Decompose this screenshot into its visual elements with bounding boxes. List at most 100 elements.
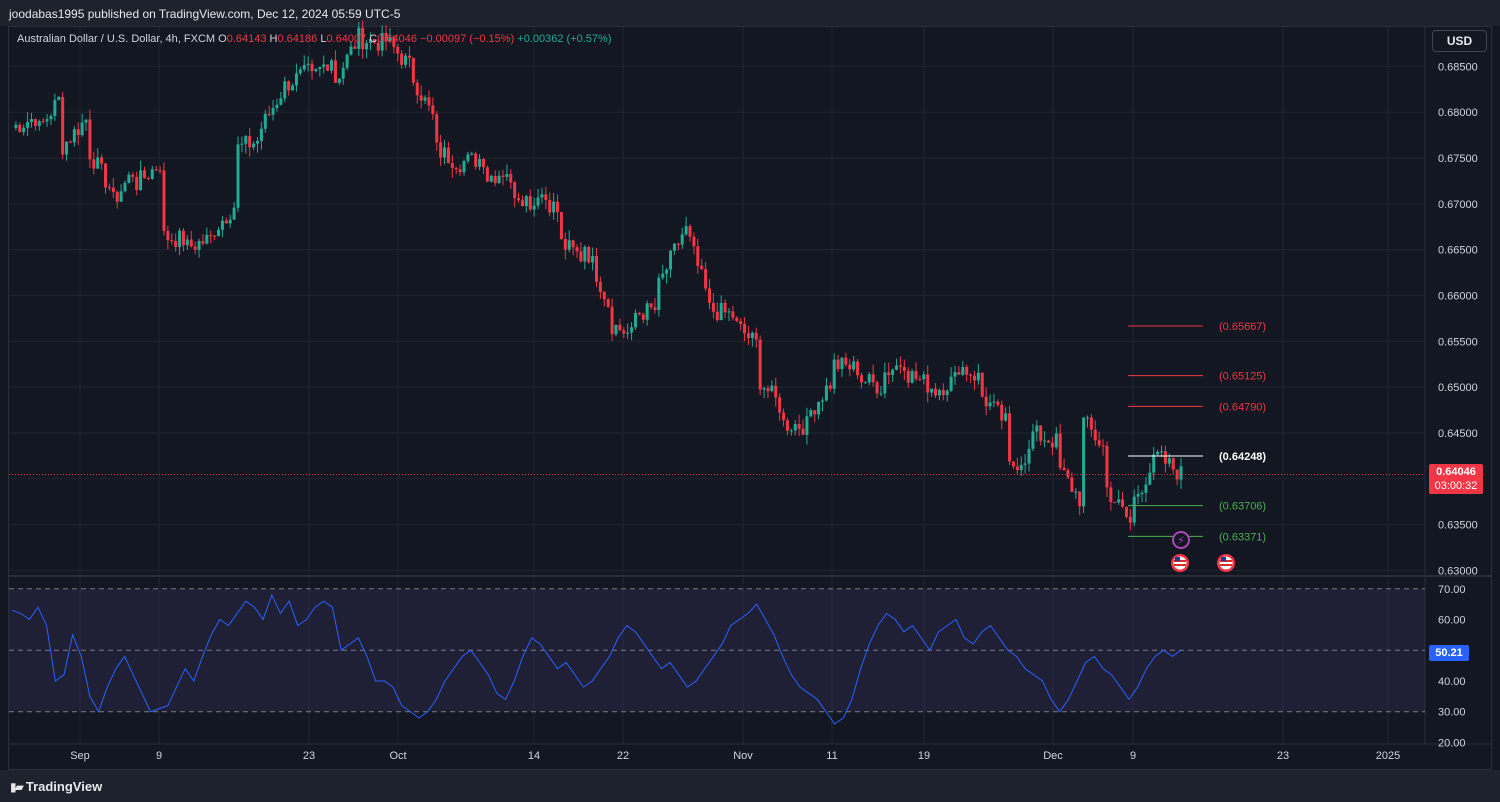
candle-body xyxy=(368,39,372,43)
candle xyxy=(310,59,314,80)
candle-body xyxy=(895,365,899,370)
candle xyxy=(193,241,197,255)
candle-body xyxy=(961,366,965,375)
candle xyxy=(891,368,895,383)
candle-body xyxy=(220,220,224,230)
candle-body xyxy=(357,27,361,49)
candle-body xyxy=(1015,466,1019,471)
candle xyxy=(72,126,76,147)
candle xyxy=(178,228,182,255)
us-flag-event-icon-canton xyxy=(1221,557,1226,561)
candle-body xyxy=(1008,413,1012,462)
candle-body xyxy=(719,302,723,321)
brand-name: TradingView xyxy=(25,779,103,794)
candle xyxy=(1015,457,1019,476)
candle-body xyxy=(1085,417,1089,419)
candle-body xyxy=(501,175,505,177)
candle xyxy=(361,20,365,59)
candle-body xyxy=(252,143,256,148)
candle-body xyxy=(622,330,626,334)
candle xyxy=(536,188,540,210)
candle xyxy=(150,165,154,181)
candle xyxy=(727,308,731,322)
candle xyxy=(61,92,65,160)
candle xyxy=(220,216,224,238)
candle xyxy=(294,63,298,92)
bottom-bar xyxy=(0,770,1500,802)
candle-body xyxy=(37,121,41,126)
candle xyxy=(1132,489,1136,527)
candle xyxy=(474,151,478,170)
candle-body xyxy=(513,182,517,199)
candle-body xyxy=(918,378,922,380)
candle xyxy=(431,97,435,120)
candle-body xyxy=(178,230,182,248)
candle-body xyxy=(291,85,295,91)
candle xyxy=(119,184,123,202)
candle-body xyxy=(879,393,883,395)
low-label: L xyxy=(320,33,327,45)
currency-button[interactable]: USD xyxy=(1432,30,1487,52)
published-info: joodabas1995 published on TradingView.co… xyxy=(9,7,401,21)
candle-body xyxy=(330,60,334,71)
price-axis-label: 0.67500 xyxy=(1438,153,1478,165)
candle-body xyxy=(898,365,902,367)
candle-body xyxy=(735,317,739,322)
current-price-value: 0.64046 xyxy=(1436,466,1476,478)
candle-body xyxy=(236,144,240,208)
candle-body xyxy=(1058,433,1062,468)
candle-body xyxy=(630,327,634,333)
price-level-label: (0.65667) xyxy=(1219,321,1266,333)
candle xyxy=(895,358,899,371)
candle xyxy=(41,118,45,124)
candle xyxy=(610,298,614,341)
candle-body xyxy=(984,396,988,407)
tradingview-logo[interactable]: ▮▰ TradingView xyxy=(10,779,102,794)
candle-body xyxy=(934,388,938,396)
candle xyxy=(1093,420,1097,446)
candle xyxy=(341,62,345,85)
candle xyxy=(711,293,715,319)
candle-body xyxy=(614,324,618,335)
candle-body xyxy=(669,250,673,270)
candle-body xyxy=(57,96,61,101)
candle xyxy=(598,276,602,299)
candle-body xyxy=(980,372,984,397)
chart-frame[interactable] xyxy=(8,26,1492,770)
candle xyxy=(797,414,801,437)
candle-body xyxy=(407,55,411,58)
candle xyxy=(396,43,400,62)
price-axis-label: 0.66000 xyxy=(1438,290,1478,302)
candle-body xyxy=(875,382,879,394)
candle xyxy=(630,322,634,341)
candle xyxy=(450,155,454,178)
candle-body xyxy=(228,219,232,224)
candle-body xyxy=(400,53,404,65)
candle-body xyxy=(563,238,567,250)
candle-body xyxy=(333,60,337,83)
candle xyxy=(107,183,111,191)
candle-body xyxy=(326,64,330,71)
candle xyxy=(848,359,852,377)
candle xyxy=(439,134,443,166)
us-flag-event-icon-stripe xyxy=(1174,564,1186,566)
candle-body xyxy=(567,240,571,250)
candle-body xyxy=(65,141,69,155)
open-value: 0.64143 xyxy=(226,33,267,45)
candle xyxy=(805,407,809,445)
candle-body xyxy=(53,100,57,116)
candle-body xyxy=(922,374,926,380)
candle-body xyxy=(598,281,602,292)
candle xyxy=(478,154,482,171)
candle-body xyxy=(345,54,349,68)
candle-body xyxy=(68,141,72,143)
time-axis-label: Dec xyxy=(1043,750,1063,762)
candle xyxy=(322,55,326,74)
candle-body xyxy=(972,375,976,381)
candle xyxy=(443,140,447,165)
candle-body xyxy=(930,388,934,393)
candle-body xyxy=(988,402,992,407)
candle xyxy=(972,370,976,391)
candle xyxy=(158,166,162,174)
